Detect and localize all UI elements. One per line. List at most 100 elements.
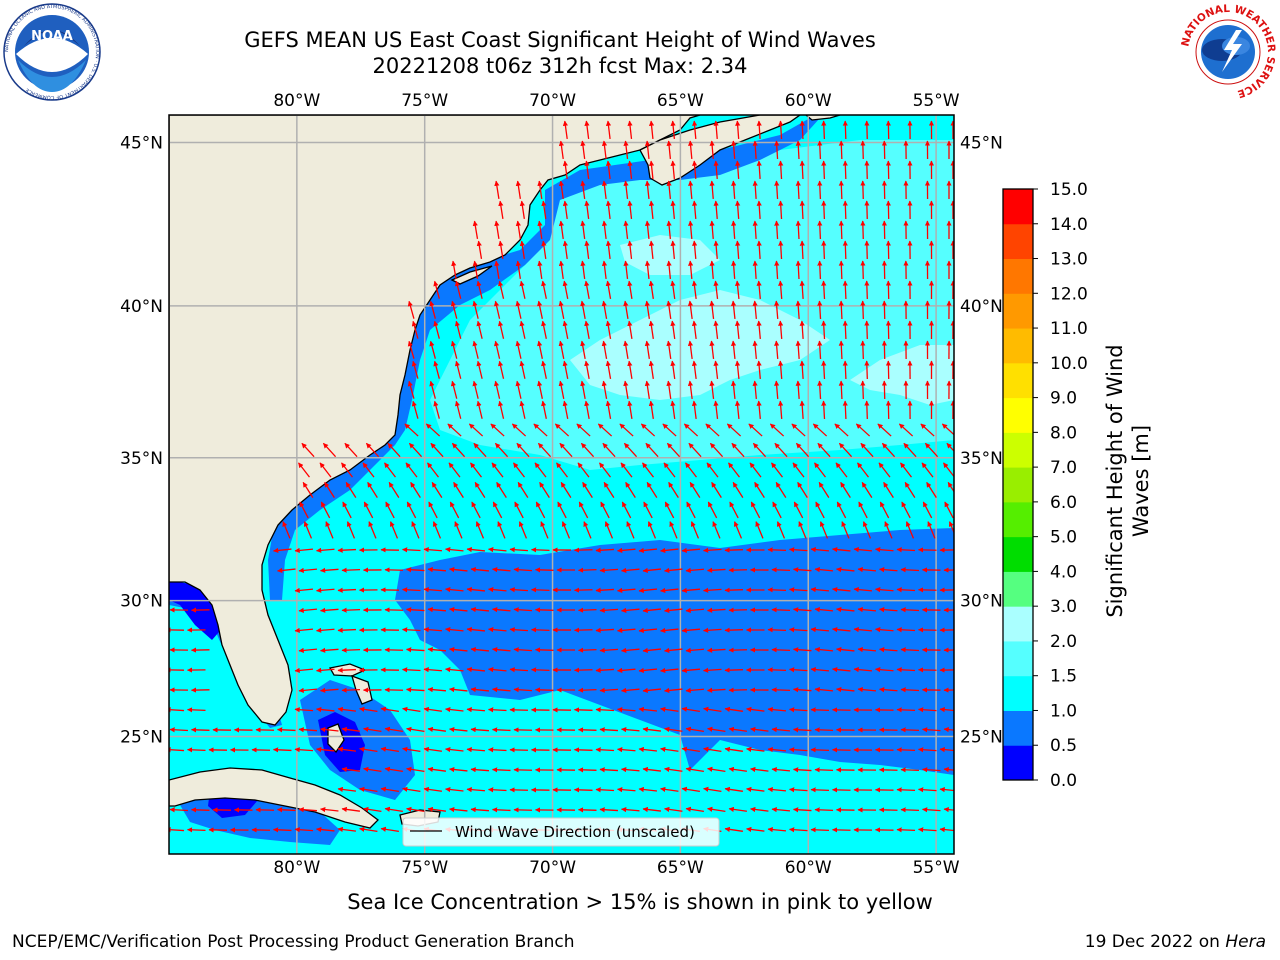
wave-direction-arrow — [410, 481, 421, 498]
wave-direction-arrow — [835, 462, 848, 478]
wave-direction-arrow — [558, 340, 565, 359]
wave-direction-arrow — [838, 220, 844, 240]
wave-direction-arrow — [595, 747, 615, 753]
wave-direction-arrow — [860, 140, 866, 160]
wave-direction-arrow — [604, 521, 614, 539]
wave-direction-arrow — [900, 647, 920, 653]
wave-direction-arrow — [778, 360, 784, 380]
wave-direction-arrow — [407, 380, 415, 399]
wave-direction-arrow — [767, 587, 787, 593]
wave-direction-arrow — [685, 647, 705, 653]
colorbar-segment — [1003, 432, 1033, 468]
wave-direction-arrow — [767, 547, 787, 553]
wave-direction-arrow — [774, 180, 780, 200]
wave-direction-arrow — [595, 667, 615, 673]
wave-direction-arrow — [896, 707, 916, 713]
wave-direction-arrow — [752, 442, 767, 458]
wave-direction-arrow — [793, 607, 812, 613]
wave-direction-arrow — [627, 240, 633, 260]
wave-direction-arrow — [513, 567, 533, 573]
wave-band-2p0-3p0 — [570, 290, 830, 400]
wave-direction-arrow — [713, 160, 719, 180]
wave-direction-arrow — [573, 547, 593, 553]
wave-direction-arrow — [778, 120, 784, 140]
wave-direction-arrow — [713, 400, 719, 420]
wave-direction-arrow — [842, 320, 848, 340]
colorbar-segment — [1003, 710, 1033, 746]
wave-direction-arrow — [756, 240, 762, 260]
wave-direction-arrow — [922, 767, 941, 773]
wave-direction-arrow — [767, 627, 787, 633]
wave-direction-arrow — [817, 380, 823, 400]
sea-ice-note: Sea Ice Concentration > 15% is shown in … — [347, 890, 933, 914]
wave-direction-arrow — [470, 767, 490, 773]
wave-direction-arrow — [493, 340, 501, 359]
wave-direction-arrow — [707, 806, 726, 813]
wave-direction-arrow — [799, 320, 805, 340]
wave-direction-arrow — [384, 567, 404, 573]
wave-direction-arrow — [943, 726, 954, 733]
wave-direction-arrow — [519, 400, 526, 419]
wave-direction-arrow — [709, 140, 715, 160]
wave-direction-arrow — [918, 827, 937, 833]
wave-direction-arrow — [341, 806, 361, 812]
wave-direction-arrow — [389, 521, 399, 539]
wave-direction-arrow — [901, 501, 911, 519]
wave-direction-arrow — [642, 647, 662, 654]
wave-direction-arrow — [320, 647, 339, 653]
wave-direction-arrow — [320, 726, 339, 733]
wave-direction-arrow — [883, 481, 894, 498]
wave-direction-arrow — [488, 547, 507, 553]
wave-direction-arrow — [380, 746, 399, 753]
wave-direction-arrow — [298, 727, 318, 733]
wave-direction-arrow — [778, 200, 784, 220]
wave-direction-arrow — [857, 606, 877, 613]
wave-direction-arrow — [709, 442, 724, 458]
wave-direction-arrow — [406, 726, 425, 732]
wave-direction-arrow — [878, 462, 891, 478]
wave-direction-arrow — [405, 462, 418, 478]
wave-direction-arrow — [599, 567, 619, 573]
wave-direction-arrow — [728, 726, 748, 732]
wave-direction-arrow — [819, 521, 829, 539]
wave-direction-arrow — [793, 567, 812, 573]
wave-direction-arrow — [746, 786, 765, 793]
wave-direction-arrow — [681, 547, 701, 553]
wave-direction-arrow — [666, 220, 672, 240]
wave-direction-arrow — [817, 260, 823, 280]
wave-direction-arrow — [896, 627, 916, 633]
wave-direction-arrow — [728, 766, 748, 772]
wave-direction-arrow — [642, 567, 662, 574]
wave-direction-arrow — [681, 706, 700, 713]
wave-direction-arrow — [818, 481, 830, 498]
wave-direction-arrow — [445, 666, 464, 673]
wave-direction-arrow — [341, 647, 361, 653]
wave-direction-arrow — [860, 340, 866, 360]
wave-direction-arrow — [277, 567, 296, 574]
wave-direction-arrow — [509, 747, 529, 753]
wave-direction-arrow — [660, 667, 679, 674]
wave-direction-arrow — [450, 380, 458, 399]
wave-direction-arrow — [900, 567, 920, 573]
wave-direction-arrow — [687, 340, 694, 360]
wave-direction-arrow — [750, 806, 769, 813]
wave-direction-arrow — [767, 786, 787, 793]
wave-direction-arrow — [832, 666, 851, 673]
wave-direction-arrow — [853, 666, 873, 673]
wave-direction-arrow — [556, 462, 568, 478]
wave-direction-arrow — [476, 320, 483, 339]
wave-direction-arrow — [924, 442, 939, 458]
wave-direction-arrow — [621, 767, 640, 773]
wave-direction-arrow — [573, 707, 593, 713]
wave-direction-arrow — [494, 180, 500, 199]
lat-tick-left: 45°N — [120, 133, 163, 153]
newfoundland-land — [804, 115, 841, 121]
wave-direction-arrow — [276, 727, 296, 733]
wave-direction-arrow — [838, 442, 853, 458]
wave-direction-arrow — [599, 767, 619, 773]
wave-direction-arrow — [276, 807, 296, 813]
colorbar-tick-label: 5.0 — [1050, 528, 1077, 548]
wave-direction-arrow — [445, 546, 464, 553]
wave-direction-arrow — [795, 300, 801, 320]
